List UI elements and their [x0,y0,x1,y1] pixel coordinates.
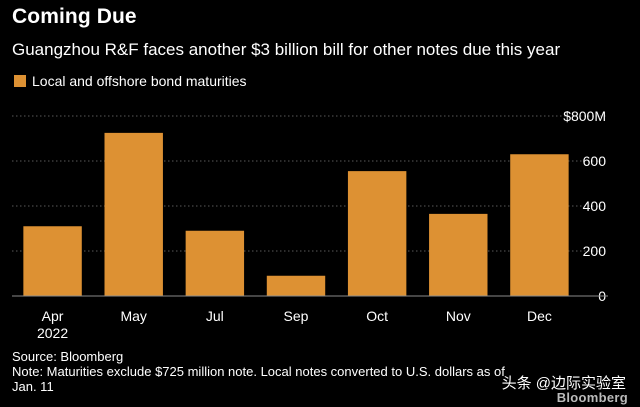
footer: Source: Bloomberg Note: Maturities exclu… [12,349,532,394]
bar [266,275,326,296]
bar [104,132,163,296]
y-tick-label: $800M [563,108,606,124]
chart-subtitle: Guangzhou R&F faces another $3 billion b… [12,40,561,59]
legend: Local and offshore bond maturities [14,73,247,89]
chart-title: Coming Due [12,5,137,28]
bar [510,154,569,296]
x-tick-label: Oct [366,308,388,324]
footnote: Note: Maturities exclude $725 million no… [12,364,505,394]
source-note: Source: Bloomberg [12,349,124,364]
watermark: 头条 @边际实验室 [502,372,626,393]
y-tick-label: 200 [583,243,607,259]
bar [347,171,407,296]
legend-label: Local and offshore bond maturities [32,73,247,89]
x-tick-label: Apr [42,308,64,324]
y-tick-label: 400 [583,198,607,214]
x-tick-sublabel: 2022 [37,325,68,341]
bar [23,226,82,296]
x-tick-label: Dec [527,308,552,324]
bar [185,230,245,296]
x-tick-label: Sep [284,308,309,324]
y-tick-label: 600 [583,153,607,169]
x-tick-label: Nov [446,308,471,324]
x-tick-label: May [120,308,146,324]
legend-swatch [14,75,26,87]
watermark-text: 头条 @边际实验室 [501,375,626,392]
x-tick-label: Jul [206,308,224,324]
bloomberg-logo: Bloomberg [556,390,628,405]
bar [429,213,488,296]
